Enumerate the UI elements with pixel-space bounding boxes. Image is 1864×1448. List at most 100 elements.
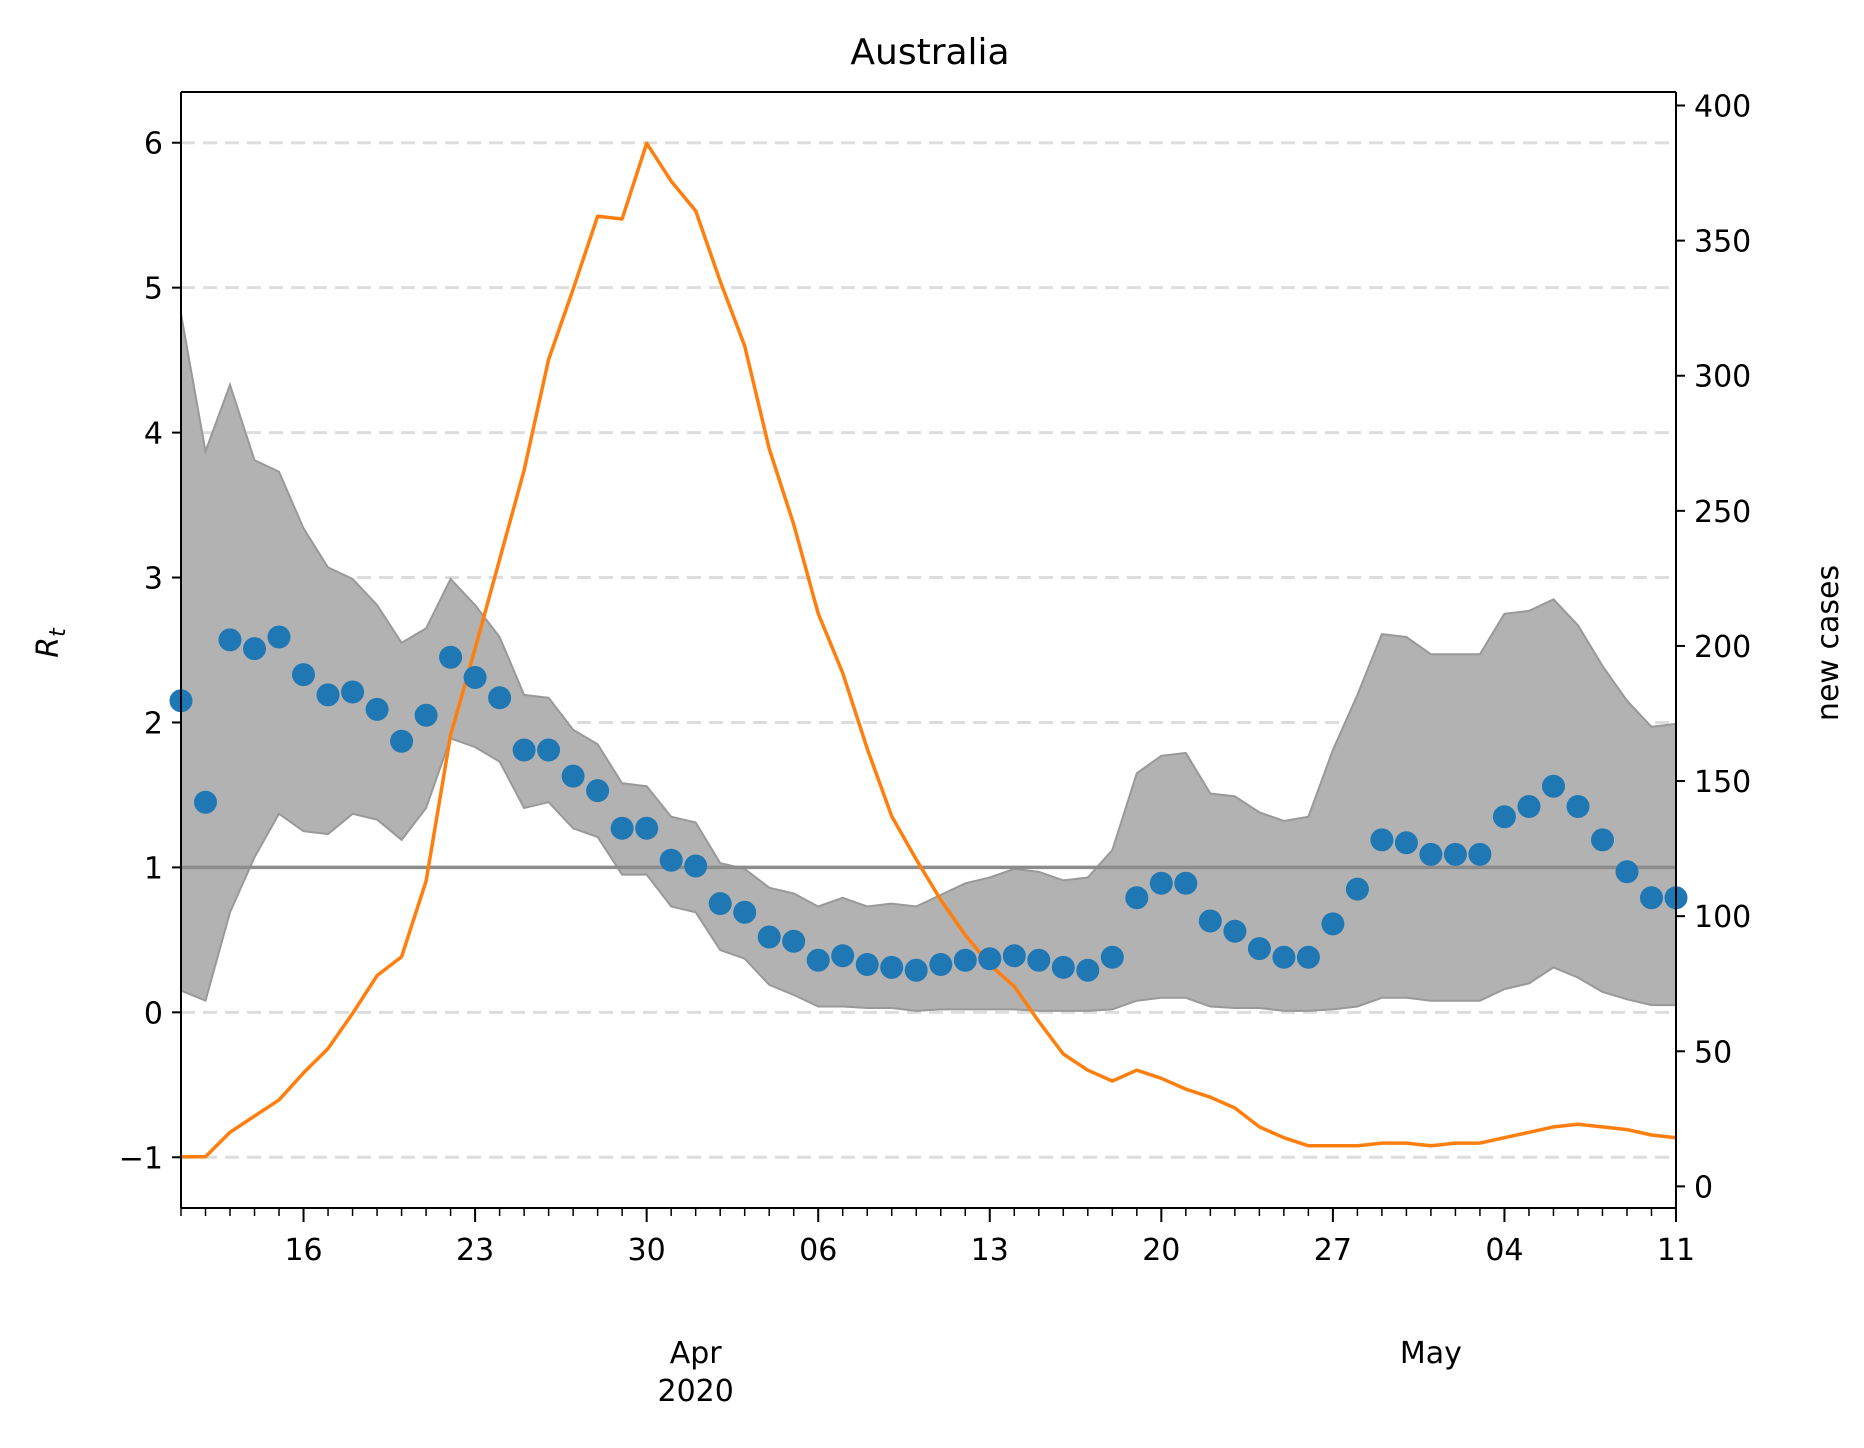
x-tick-label: 04 <box>1485 1233 1523 1268</box>
x-tick-label: 30 <box>628 1233 666 1268</box>
rt-point <box>1443 842 1467 866</box>
right-y-tick-label: 200 <box>1694 630 1751 665</box>
band-area <box>180 313 1677 1012</box>
rt-point <box>1247 937 1271 961</box>
rt-point <box>659 848 683 872</box>
rt-point <box>537 738 561 762</box>
rt-point <box>929 953 953 976</box>
right-y-tick-label: 250 <box>1694 495 1751 530</box>
right-y-tick-label: 400 <box>1694 90 1751 125</box>
rt-point <box>953 948 977 972</box>
rt-point <box>1542 774 1565 798</box>
rt-point <box>414 703 438 727</box>
left-y-axis: −1 0 1 2 3 4 5 6 <box>119 127 181 1176</box>
new-cases-line <box>181 141 1677 1159</box>
rt-point <box>1076 958 1100 982</box>
rt-point <box>855 953 879 976</box>
rt-point <box>1492 805 1516 829</box>
rt-point <box>1468 842 1492 866</box>
x-month-label: 2020 <box>657 1374 733 1409</box>
rt-point <box>1272 945 1296 969</box>
right-y-tick-label: 350 <box>1694 225 1751 260</box>
rt-point <box>1296 945 1320 969</box>
rt-point <box>1370 828 1394 852</box>
rt-point <box>586 779 610 803</box>
right-y-axis: 0 50 100 150 200 250 300 350 400 <box>1676 90 1751 1205</box>
rt-point <box>831 944 855 968</box>
x-tick-label: 06 <box>799 1233 837 1268</box>
rt-point <box>316 683 340 707</box>
left-y-tick-label: 4 <box>144 417 163 452</box>
rt-point <box>488 686 512 710</box>
right-y-tick-label: 100 <box>1694 900 1751 935</box>
rt-point <box>1027 948 1051 972</box>
rt-point <box>708 892 732 916</box>
rt-point <box>1198 909 1222 933</box>
right-y-tick-label: 150 <box>1694 765 1751 800</box>
rt-point <box>880 955 904 979</box>
left-y-tick-label: −1 <box>119 1141 163 1176</box>
left-y-tick-label: 3 <box>144 562 163 597</box>
rt-point <box>561 764 585 788</box>
rt-point <box>1566 795 1590 818</box>
rt-point <box>757 925 781 949</box>
rt-point <box>390 729 414 753</box>
rt-point <box>365 697 389 721</box>
rt-point <box>292 663 315 687</box>
rt-point <box>1100 945 1124 969</box>
rt-point <box>1002 944 1026 968</box>
chart-title: Australia <box>850 32 1009 73</box>
rt-point <box>978 947 1002 971</box>
rt-point <box>341 680 365 704</box>
rt-point <box>439 645 463 669</box>
x-tick-label: 27 <box>1314 1233 1352 1268</box>
rt-point <box>1125 886 1149 910</box>
rt-point <box>1321 912 1345 936</box>
rt-point <box>1051 955 1075 979</box>
rt-point <box>733 900 757 924</box>
right-y-tick-label: 50 <box>1694 1035 1732 1070</box>
x-tick-label: 16 <box>284 1233 322 1268</box>
rt-point <box>194 790 217 814</box>
new-cases-series <box>181 141 1677 1159</box>
rt-point <box>463 666 487 689</box>
rt-point <box>1591 828 1614 852</box>
rt-point <box>267 625 291 649</box>
rt-point <box>904 958 928 982</box>
rt-point <box>243 637 266 661</box>
rt-point <box>1615 860 1639 884</box>
rt-point <box>1517 795 1541 818</box>
left-y-tick-label: 2 <box>144 706 163 741</box>
rt-points-series <box>169 625 1688 982</box>
x-month-label: May <box>1400 1336 1462 1371</box>
left-y-axis-label: Rt <box>31 627 71 658</box>
rt-point <box>1394 831 1418 855</box>
x-tick-label: 11 <box>1657 1233 1695 1268</box>
rt-point <box>1174 871 1198 895</box>
rt-point <box>635 816 659 840</box>
rt-point <box>1223 919 1247 943</box>
rt-point <box>1640 886 1663 910</box>
right-y-tick-label: 300 <box>1694 360 1751 395</box>
rt-point <box>684 854 708 878</box>
rt-credible-band <box>180 313 1677 1012</box>
rt-point <box>806 948 830 972</box>
rt-point <box>512 738 536 762</box>
rt-point <box>218 628 242 652</box>
rt-point <box>782 929 806 953</box>
left-y-tick-label: 0 <box>144 996 163 1031</box>
left-y-tick-label: 5 <box>144 272 163 307</box>
right-y-axis-label: new cases <box>1811 565 1846 721</box>
rt-point <box>610 816 634 840</box>
x-month-label: Apr <box>670 1336 723 1371</box>
left-y-tick-label: 1 <box>144 851 163 886</box>
left-y-tick-label: 6 <box>144 127 163 162</box>
right-y-tick-label: 0 <box>1694 1170 1713 1205</box>
rt-point <box>1345 877 1369 901</box>
rt-point <box>1149 871 1173 895</box>
x-tick-label: 13 <box>971 1233 1009 1268</box>
x-tick-label: 20 <box>1142 1233 1180 1268</box>
axes <box>180 91 1677 1209</box>
